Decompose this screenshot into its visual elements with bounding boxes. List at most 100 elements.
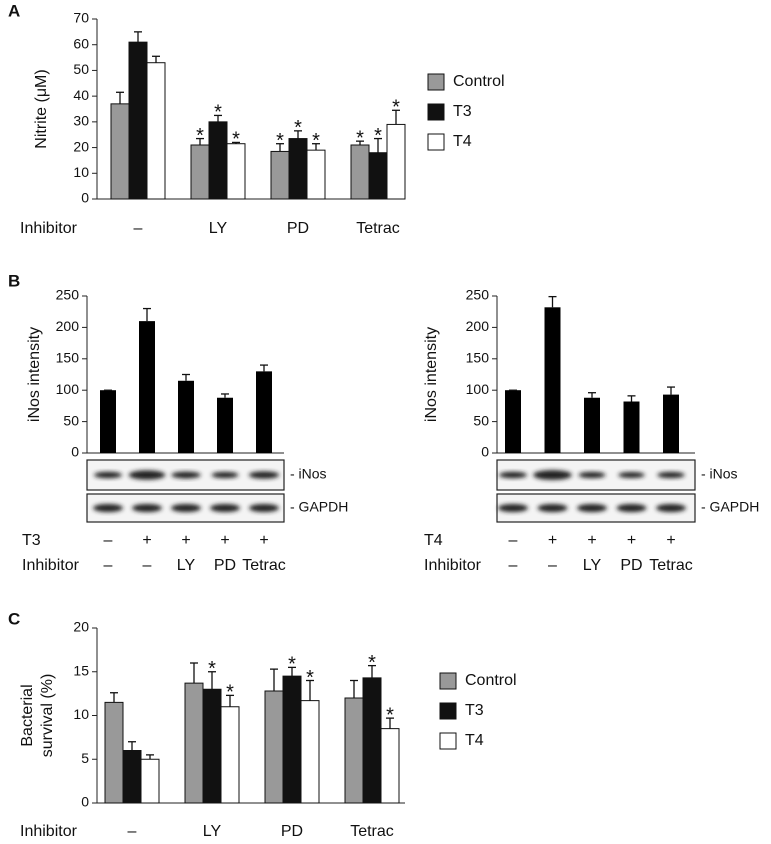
y-tick-label: 5 bbox=[81, 750, 89, 766]
y-axis-title: iNos intensity bbox=[26, 327, 43, 422]
legend-label: T4 bbox=[465, 732, 484, 749]
bar bbox=[139, 321, 155, 453]
row-value: – bbox=[548, 557, 557, 574]
bar bbox=[584, 397, 600, 453]
row-value: – bbox=[104, 532, 113, 549]
y-tick-label: 10 bbox=[73, 706, 89, 722]
significance-mark: * bbox=[294, 117, 302, 139]
legend-label: T4 bbox=[453, 133, 472, 150]
bar bbox=[220, 706, 240, 804]
y-tick-label: 100 bbox=[56, 381, 80, 397]
significance-mark: * bbox=[386, 704, 394, 726]
bar bbox=[270, 150, 290, 200]
y-tick-label: 150 bbox=[466, 350, 490, 366]
bar bbox=[140, 758, 160, 804]
x-axis-title: Inhibitor bbox=[20, 220, 78, 237]
significance-mark: * bbox=[288, 654, 296, 676]
row-label: T3 bbox=[22, 532, 41, 549]
bar bbox=[544, 307, 561, 453]
bar bbox=[505, 390, 521, 453]
y-axis-title: iNos intensity bbox=[423, 327, 440, 422]
bar bbox=[264, 690, 284, 804]
bar bbox=[663, 394, 679, 453]
blot-band bbox=[249, 504, 279, 512]
x-tick-label: PD bbox=[281, 823, 303, 840]
x-tick-label: – bbox=[134, 220, 143, 237]
bar bbox=[256, 371, 272, 453]
bar bbox=[178, 380, 194, 453]
bar bbox=[217, 397, 233, 453]
x-tick-label: LY bbox=[203, 823, 222, 840]
bar bbox=[362, 677, 382, 804]
y-tick-label: 30 bbox=[73, 113, 89, 129]
bar bbox=[104, 701, 124, 804]
bar bbox=[344, 697, 364, 804]
blot-band bbox=[498, 504, 528, 512]
bar bbox=[184, 682, 204, 804]
y-tick-label: 20 bbox=[73, 619, 89, 635]
y-tick-label: 250 bbox=[466, 287, 490, 303]
legend-label: Control bbox=[465, 672, 517, 689]
blot-label: - GAPDH bbox=[290, 499, 348, 515]
row-value: + bbox=[627, 532, 636, 549]
row-value: LY bbox=[177, 557, 196, 574]
blot-band bbox=[656, 504, 686, 512]
bar bbox=[300, 700, 320, 804]
panel-label: B bbox=[8, 271, 20, 290]
row-value: + bbox=[142, 532, 151, 549]
blot-band bbox=[618, 471, 645, 479]
legend-swatch bbox=[427, 103, 445, 121]
x-tick-label: Tetrac bbox=[356, 220, 400, 237]
row-value: + bbox=[181, 532, 190, 549]
significance-mark: * bbox=[276, 130, 284, 152]
row-value: – bbox=[509, 557, 518, 574]
y-tick-label: 200 bbox=[466, 318, 490, 334]
bar bbox=[202, 688, 222, 804]
blot-band bbox=[248, 471, 280, 479]
bar bbox=[146, 62, 166, 200]
y-tick-label: 60 bbox=[73, 35, 89, 51]
y-tick-label: 250 bbox=[56, 287, 80, 303]
blot-band bbox=[132, 504, 162, 512]
x-tick-label: LY bbox=[209, 220, 228, 237]
blot-label: - iNos bbox=[701, 466, 738, 482]
bar bbox=[122, 750, 142, 804]
significance-mark: * bbox=[374, 125, 382, 147]
legend-label: T3 bbox=[465, 702, 484, 719]
x-tick-label: Tetrac bbox=[350, 823, 394, 840]
row-value: + bbox=[220, 532, 229, 549]
y-tick-label: 15 bbox=[73, 662, 89, 678]
y-tick-label: 0 bbox=[81, 190, 89, 206]
row-value: PD bbox=[620, 557, 642, 574]
row-value: – bbox=[143, 557, 152, 574]
x-axis-title: Inhibitor bbox=[20, 823, 78, 840]
row-label: T4 bbox=[424, 532, 443, 549]
significance-mark: * bbox=[208, 658, 216, 680]
x-tick-label: PD bbox=[287, 220, 309, 237]
row-value: PD bbox=[214, 557, 236, 574]
significance-mark: * bbox=[368, 652, 376, 674]
row-value: – bbox=[104, 557, 113, 574]
blot-band bbox=[211, 471, 239, 479]
legend-label: Control bbox=[453, 73, 505, 90]
blot-label: - iNos bbox=[290, 466, 327, 482]
legend-swatch bbox=[427, 133, 445, 151]
blot-band bbox=[499, 471, 527, 479]
significance-mark: * bbox=[226, 682, 234, 704]
row-value: + bbox=[587, 532, 596, 549]
bar bbox=[288, 138, 308, 200]
blot-band bbox=[577, 504, 607, 512]
y-tick-label: 70 bbox=[73, 10, 89, 26]
panel-label: A bbox=[8, 1, 20, 20]
legend-swatch bbox=[427, 73, 445, 91]
significance-mark: * bbox=[392, 97, 400, 119]
bar bbox=[282, 675, 302, 804]
blot-band bbox=[210, 504, 240, 512]
row-value: + bbox=[666, 532, 675, 549]
x-tick-label: – bbox=[128, 823, 137, 840]
blot-band bbox=[128, 470, 166, 480]
significance-mark: * bbox=[214, 102, 222, 124]
row-value: LY bbox=[583, 557, 602, 574]
y-tick-label: 50 bbox=[473, 412, 489, 428]
